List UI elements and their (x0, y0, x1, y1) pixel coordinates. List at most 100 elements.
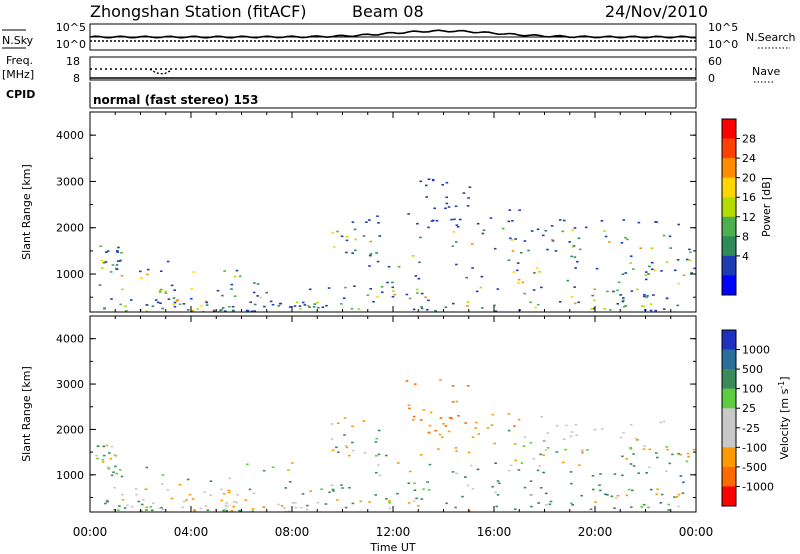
power-cell (523, 292, 526, 295)
velocity-cell (599, 489, 602, 492)
power-cell (345, 239, 349, 242)
velocity-cell (580, 451, 584, 453)
power-cell (573, 227, 577, 229)
velocity-cell (214, 509, 217, 511)
velocity-cell (570, 431, 574, 433)
x-tick-label: 04:00 (174, 525, 209, 539)
power-cell (471, 267, 474, 269)
power-cell (512, 271, 516, 273)
power-cell (644, 278, 648, 281)
power-cell (277, 305, 281, 307)
velocity-cell (288, 481, 292, 483)
power-cell (480, 275, 484, 278)
velocity-cell (616, 494, 620, 497)
power-cell (493, 304, 496, 307)
velocity-cell (413, 482, 416, 485)
velocity-cell (629, 424, 633, 426)
power-colorbar-tick-label: 20 (742, 172, 756, 185)
velocity-cell (309, 490, 312, 492)
velocity-cell (235, 501, 238, 504)
velocity-cell (118, 469, 122, 471)
power-cell (159, 302, 162, 304)
power-cell (507, 220, 511, 223)
power-cell (368, 219, 371, 221)
power-cell (566, 279, 570, 282)
power-cell (651, 261, 654, 264)
velocity-cell (101, 458, 105, 461)
x-tick-label: 20:00 (578, 525, 613, 539)
power-cell (517, 282, 520, 284)
power-cell (308, 306, 311, 308)
power-cell (551, 238, 554, 241)
velocity-cell (637, 472, 640, 474)
velocity-cell (95, 454, 98, 457)
power-cell (563, 219, 566, 222)
power-cell (571, 246, 575, 248)
power-cell (231, 305, 235, 308)
power-cell (420, 307, 424, 310)
power-cell (558, 301, 562, 303)
velocity-cell (340, 484, 343, 486)
power-cell (641, 305, 644, 307)
velocity-cell (246, 463, 249, 466)
power-cell (475, 290, 479, 293)
power-cell (435, 219, 439, 222)
velocity-y-tick-label: 4000 (56, 333, 84, 346)
power-cell (677, 223, 680, 226)
velocity-cell (351, 441, 354, 444)
power-cell (321, 306, 325, 308)
power-cell (574, 267, 577, 269)
power-cell (377, 222, 380, 224)
power-cell (249, 301, 252, 303)
power-cell (151, 305, 155, 307)
velocity-cell (427, 489, 431, 491)
velocity-colorbar-tick-label: -25 (742, 422, 760, 435)
power-cell (293, 305, 297, 307)
velocity-cell (667, 503, 670, 506)
velocity-cell (385, 454, 388, 457)
velocity-cell (106, 500, 109, 503)
power-colorbar-swatch (722, 138, 736, 159)
velocity-cell (673, 496, 676, 498)
freq-tick-top: 18 (66, 55, 80, 68)
power-cell (623, 305, 626, 308)
power-cell (392, 290, 395, 292)
power-cell (654, 309, 657, 312)
power-cell (452, 231, 456, 233)
power-cell (344, 286, 347, 289)
velocity-cell (412, 419, 415, 421)
power-cell (622, 297, 625, 299)
power-cell (212, 309, 216, 311)
velocity-cell (230, 510, 234, 512)
velocity-cell (434, 429, 437, 432)
velocity-cell (494, 462, 497, 464)
velocity-cell (429, 411, 433, 414)
velocity-cell (166, 489, 170, 491)
power-cell (167, 298, 171, 300)
velocity-cell (277, 503, 280, 506)
velocity-colorbar-tick-label: 25 (742, 402, 756, 415)
power-cell (269, 300, 273, 303)
velocity-colorbar-swatch (722, 349, 736, 370)
x-tick-label: 16:00 (477, 525, 512, 539)
velocity-cell (562, 461, 565, 464)
velocity-cell (320, 488, 323, 490)
power-cell (527, 249, 530, 252)
power-cell (534, 306, 537, 309)
power-cell (533, 272, 536, 274)
power-cell (612, 290, 615, 293)
velocity-cell (252, 492, 256, 494)
power-cell (312, 306, 316, 308)
date-label: 24/Nov/2010 (605, 2, 708, 21)
power-cell (345, 251, 348, 254)
velocity-cell (491, 413, 495, 416)
power-cell (252, 291, 256, 294)
velocity-cell (114, 465, 117, 468)
velocity-cell (496, 480, 500, 482)
power-cell (532, 289, 536, 291)
power-cell (139, 270, 142, 273)
power-cell (191, 309, 195, 312)
velocity-cell (539, 487, 543, 489)
velocity-cell (105, 501, 109, 503)
velocity-cell (204, 505, 208, 507)
